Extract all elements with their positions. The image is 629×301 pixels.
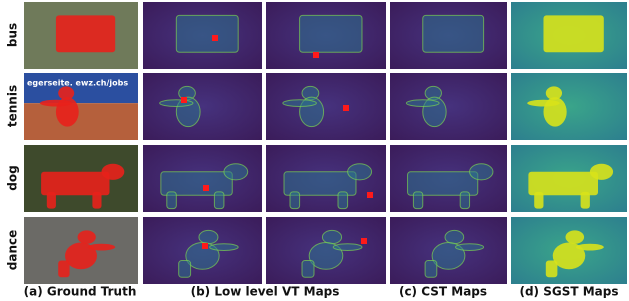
silhouette: [534, 192, 543, 209]
silhouette: [338, 192, 348, 209]
silhouette: [348, 164, 372, 180]
silhouette: [160, 100, 193, 107]
silhouette: [470, 164, 493, 180]
row-label: dance: [6, 230, 20, 270]
silhouette: [527, 100, 559, 107]
row-label: dog: [6, 165, 20, 190]
silhouette: [78, 230, 96, 243]
marker: [343, 105, 349, 111]
silhouette: [302, 261, 314, 278]
silhouette: [406, 100, 439, 107]
silhouette: [40, 100, 72, 107]
silhouette: [456, 244, 484, 251]
silhouette: [199, 230, 218, 243]
saliency-map: [390, 73, 507, 140]
silhouette: [425, 261, 437, 278]
silhouette: [41, 172, 109, 195]
silhouette: [167, 192, 177, 209]
silhouette: [290, 192, 300, 209]
silhouette: [102, 164, 125, 180]
silhouette: [92, 192, 101, 209]
silhouette: [423, 15, 484, 52]
silhouette: [546, 261, 558, 278]
silhouette: [333, 244, 362, 251]
caption: (a) Ground Truth: [24, 285, 137, 299]
silhouette: [322, 230, 341, 243]
caption: (c) CST Maps: [399, 285, 487, 299]
silhouette: [179, 261, 191, 278]
saliency-map: [266, 73, 386, 140]
marker: [313, 52, 319, 58]
marker: [203, 185, 209, 191]
silhouette: [543, 15, 603, 52]
silhouette: [576, 244, 604, 251]
row-label: tennis: [6, 85, 20, 127]
marker: [361, 238, 367, 244]
caption: (d) SGST Maps: [519, 285, 618, 299]
figure: egerseite. ewz.ch/jobs (a) Ground Truth …: [0, 0, 629, 301]
row-label: bus: [6, 23, 20, 47]
silhouette: [460, 192, 469, 209]
saliency-map: [143, 73, 262, 140]
photo: [24, 103, 138, 140]
silhouette: [445, 230, 464, 243]
silhouette: [300, 15, 362, 52]
silhouette: [56, 15, 115, 52]
photo-text: egerseite. ewz.ch/jobs: [27, 79, 128, 88]
image-grid: egerseite. ewz.ch/jobs: [24, 2, 627, 284]
saliency-map: [511, 73, 627, 140]
marker: [181, 97, 187, 103]
marker: [202, 243, 208, 249]
silhouette: [176, 15, 238, 52]
caption: (b) Low level VT Maps: [191, 285, 340, 299]
marker: [212, 35, 218, 41]
silhouette: [566, 230, 585, 243]
silhouette: [528, 172, 598, 195]
silhouette: [210, 244, 239, 251]
silhouette: [283, 100, 317, 107]
silhouette: [581, 192, 590, 209]
silhouette: [214, 192, 224, 209]
silhouette: [58, 261, 69, 278]
silhouette: [590, 164, 613, 180]
silhouette: [224, 164, 248, 180]
marker: [367, 192, 373, 198]
silhouette: [413, 192, 422, 209]
silhouette: [47, 192, 56, 209]
silhouette: [88, 244, 115, 251]
